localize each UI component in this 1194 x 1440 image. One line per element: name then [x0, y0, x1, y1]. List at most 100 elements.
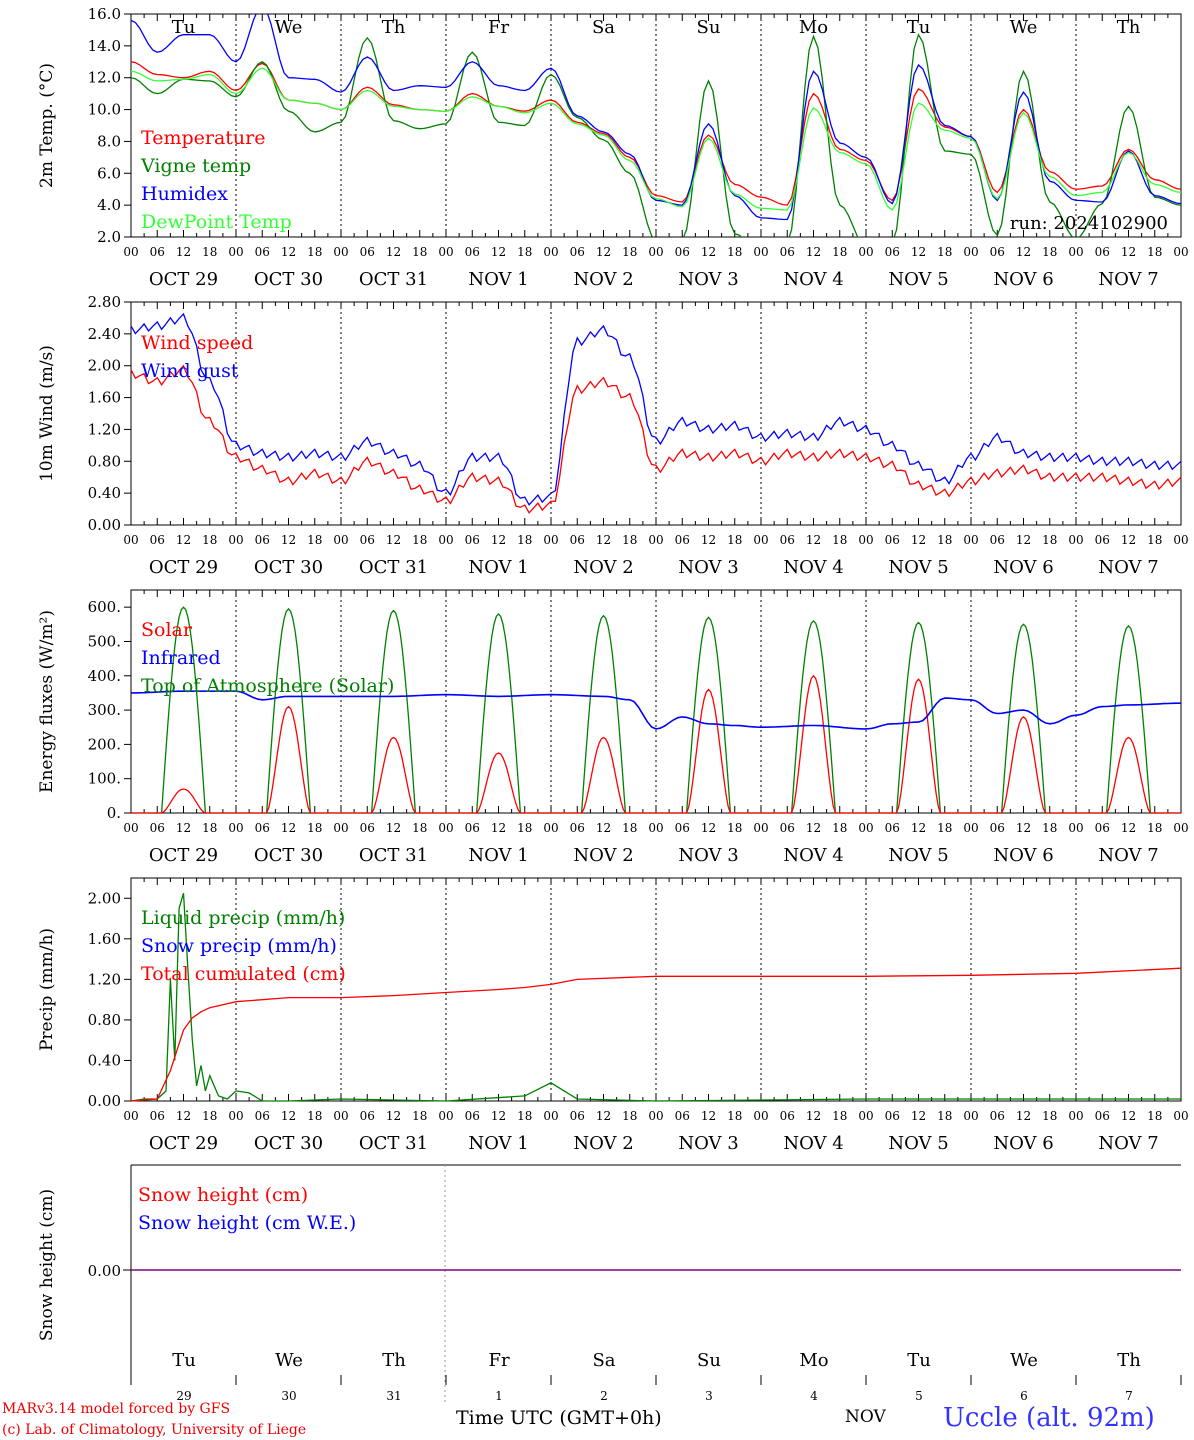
y-tick-label-0: 16.0 — [88, 5, 121, 23]
date-label-3: OCT 30 — [254, 1133, 323, 1154]
hour-label-0: 12 — [386, 245, 401, 259]
hour-label-1: 00 — [858, 533, 873, 547]
y-tick-label-2: 600. — [88, 598, 121, 616]
y-axis-label-3: Precip (mm/h) — [37, 928, 57, 1051]
date-label-1: OCT 30 — [254, 557, 323, 578]
hour-label-1: 18 — [727, 533, 742, 547]
legend-1-1: Wind gust — [141, 360, 239, 382]
hour-label-0: 06 — [360, 245, 375, 259]
hour-label-2: 12 — [176, 821, 191, 835]
hour-label-0: 06 — [255, 245, 270, 259]
hour-label-2: 06 — [885, 821, 900, 835]
date-label-2: OCT 31 — [359, 845, 428, 866]
hour-label-2: 18 — [307, 821, 322, 835]
hour-label-3: 12 — [596, 1109, 611, 1123]
hour-label-0: 18 — [1042, 245, 1057, 259]
hour-label-1: 06 — [360, 533, 375, 547]
hour-label-3: 00 — [963, 1109, 978, 1123]
hour-label-1: 12 — [1121, 533, 1136, 547]
snow-panel: 0.00 Snow height (cm) Snow height (cm) Snow… — [37, 1164, 1182, 1405]
date-label-2: NOV 5 — [888, 845, 948, 866]
hour-label-1: 00 — [123, 533, 138, 547]
bottom-day-name: Su — [697, 1350, 721, 1371]
y-tick-label-0: 12.0 — [88, 69, 121, 87]
hour-label-1: 00 — [1173, 533, 1188, 547]
hour-label-3: 06 — [780, 1109, 795, 1123]
date-label-1: NOV 7 — [1098, 557, 1158, 578]
hour-label-2: 18 — [727, 821, 742, 835]
date-label-0: NOV 2 — [573, 269, 633, 290]
legend-1-0: Wind speed — [141, 332, 253, 354]
hour-label-2: 06 — [675, 821, 690, 835]
legend-2-1: Infrared — [141, 647, 221, 669]
hour-label-1: 00 — [543, 533, 558, 547]
bottom-day-name: Tu — [907, 1350, 931, 1371]
y-tick-label-1: 0.00 — [88, 516, 121, 534]
legend-0-1: Vigne temp — [140, 155, 251, 177]
y-tick-label-4: 0.00 — [88, 1262, 121, 1280]
hour-label-3: 12 — [806, 1109, 821, 1123]
hour-label-0: 12 — [911, 245, 926, 259]
hour-label-1: 06 — [570, 533, 585, 547]
hour-label-3: 06 — [150, 1109, 165, 1123]
infrared-series — [131, 690, 1181, 730]
hour-label-3: 06 — [885, 1109, 900, 1123]
hour-label-0: 00 — [123, 245, 138, 259]
hour-label-0: 00 — [753, 245, 768, 259]
hour-label-1: 18 — [517, 533, 532, 547]
temperature-panel: 2.0 4.0 6.0 8.0 10.0 12.0 14.0 16.0 2m Temp. (°C… — [37, 5, 1189, 290]
hour-label-1: 00 — [753, 533, 768, 547]
hour-label-1: 12 — [281, 533, 296, 547]
date-label-0: NOV 6 — [993, 269, 1053, 290]
date-label-1: NOV 5 — [888, 557, 948, 578]
hour-label-3: 06 — [990, 1109, 1005, 1123]
hour-label-0: 00 — [543, 245, 558, 259]
hour-label-0: 00 — [1068, 245, 1083, 259]
hour-label-2: 12 — [386, 821, 401, 835]
precip-series-1 — [130, 967, 1182, 1102]
temperature-series — [131, 14, 1181, 237]
wind-panel: 0.00 0.40 0.80 1.20 1.60 2.00 2.40 2.80 10m Wind… — [37, 293, 1189, 578]
hour-label-3: 12 — [491, 1109, 506, 1123]
hour-label-3: 12 — [281, 1109, 296, 1123]
hour-label-2: 06 — [465, 821, 480, 835]
date-label-1: NOV 3 — [678, 557, 738, 578]
legend-0-2: Humidex — [141, 183, 228, 205]
y-tick-label-0: 4.0 — [97, 196, 121, 214]
date-label-0: OCT 29 — [149, 269, 218, 290]
hour-label-2: 00 — [858, 821, 873, 835]
hour-label-2: 06 — [150, 821, 165, 835]
station-label: Uccle (alt. 92m) — [943, 1403, 1155, 1433]
bottom-day-number: 5 — [915, 1389, 923, 1403]
hour-label-3: 12 — [1121, 1109, 1136, 1123]
y-tick-label-0: 2.0 — [97, 228, 121, 246]
hour-label-1: 00 — [438, 533, 453, 547]
date-label-0: OCT 31 — [359, 269, 428, 290]
hour-label-1: 18 — [202, 533, 217, 547]
hour-label-1: 18 — [832, 533, 847, 547]
hour-label-0: 12 — [1016, 245, 1031, 259]
hour-label-2: 18 — [832, 821, 847, 835]
hour-label-3: 18 — [937, 1109, 952, 1123]
legend-3-0: Liquid precip (mm/h) — [141, 907, 345, 929]
hour-label-1: 00 — [648, 533, 663, 547]
y-tick-label-2: 500. — [88, 632, 121, 650]
hour-label-1: 12 — [491, 533, 506, 547]
model-credit: MARv3.14 model forced by GFS — [2, 1401, 230, 1417]
date-label-1: NOV 2 — [573, 557, 633, 578]
hour-label-1: 18 — [622, 533, 637, 547]
hour-label-0: 00 — [963, 245, 978, 259]
date-label-3: OCT 29 — [149, 1133, 218, 1154]
hour-label-3: 18 — [1147, 1109, 1162, 1123]
hour-label-3: 00 — [753, 1109, 768, 1123]
date-label-0: NOV 3 — [678, 269, 738, 290]
y-tick-label-2: 400. — [88, 667, 121, 685]
hour-label-2: 00 — [438, 821, 453, 835]
hour-label-1: 06 — [675, 533, 690, 547]
hour-label-0: 06 — [570, 245, 585, 259]
date-label-3: NOV 3 — [678, 1133, 738, 1154]
hour-label-0: 00 — [333, 245, 348, 259]
y-tick-label-1: 1.20 — [88, 420, 121, 438]
solar-series — [131, 674, 1181, 814]
hour-label-3: 00 — [543, 1109, 558, 1123]
